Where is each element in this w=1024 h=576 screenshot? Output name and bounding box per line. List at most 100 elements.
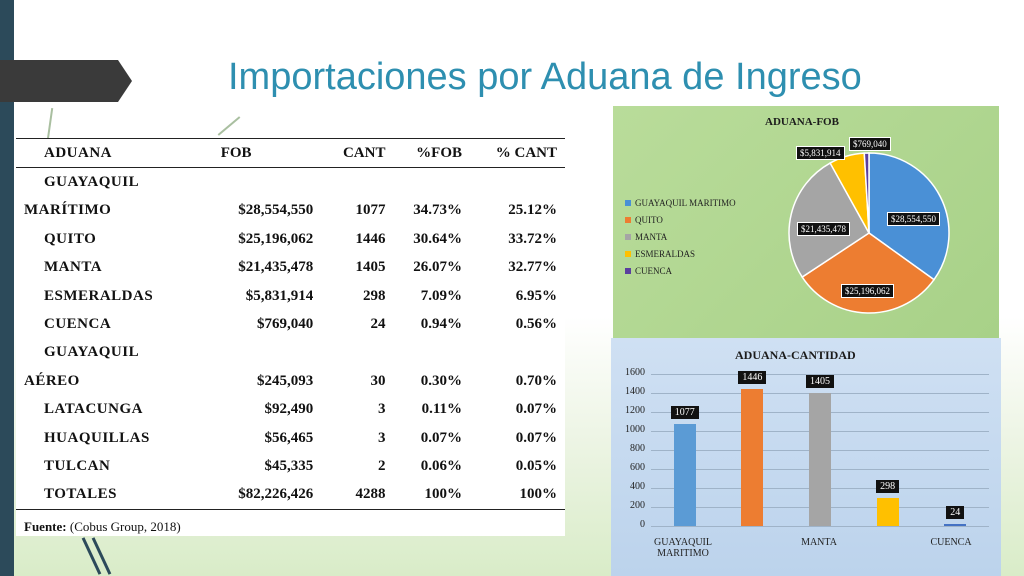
gridline — [651, 526, 989, 527]
row-pct-cant — [462, 339, 565, 367]
y-tick-label: 800 — [630, 443, 645, 454]
y-tick-label: 200 — [630, 500, 645, 511]
legend-item: ESMERALDAS — [625, 245, 736, 262]
pie-slice — [788, 162, 870, 279]
row-fob — [211, 168, 314, 197]
imports-table: ADUANA FOB CANT %FOB % CANT GUAYAQUIL MA… — [16, 137, 565, 511]
row-pct-fob: 0.06% — [420, 457, 463, 474]
title-arrow-tab — [0, 60, 132, 102]
source-label: Fuente: — [24, 519, 67, 534]
row-cant: 3 — [377, 401, 386, 418]
x-tick-label: MANTA — [769, 537, 869, 548]
row-aduana: QUITO — [44, 230, 97, 247]
row-aduana: GUAYAQUIL — [44, 174, 140, 191]
row-cant: 30 — [370, 372, 386, 389]
table-row: MARÍTIMO $28,554,550 1077 34.73% 25.12% — [16, 197, 565, 225]
table-row: QUITO $25,196,062 1446 30.64% 33.72% — [16, 225, 565, 253]
table-row-totals: TOTALES $82,226,426 4288 100% 100% — [16, 480, 565, 511]
y-tick-label: 400 — [630, 481, 645, 492]
row-pct-fob — [385, 339, 462, 367]
gridline — [651, 374, 989, 375]
legend-label: ESMERALDAS — [635, 248, 696, 259]
row-cant: 2 — [377, 457, 386, 474]
bar — [741, 388, 764, 526]
legend-swatch — [625, 233, 631, 240]
table-row: AÉREO $245,093 30 0.30% 0.70% — [16, 367, 565, 395]
legend-swatch — [625, 199, 631, 206]
decorative-line — [91, 537, 112, 575]
bar-data-label: 1446 — [738, 370, 767, 384]
table-row: GUAYAQUIL — [16, 168, 565, 197]
x-tick-label-text: MANTA — [801, 537, 837, 548]
pie-data-label: $28,554,550 — [887, 212, 940, 226]
y-tick-label: 600 — [630, 462, 645, 473]
row-pct-fob: 34.73% — [413, 202, 463, 219]
row-pct-fob: 30.64% — [413, 230, 463, 247]
header-pct-fob: %FOB — [385, 137, 463, 169]
row-cant — [313, 168, 385, 197]
row-pct-cant: 0.05% — [515, 457, 557, 474]
legend-item: QUITO — [625, 211, 736, 228]
row-pct-cant: 6.95% — [515, 287, 557, 304]
pie-data-label: $21,435,478 — [797, 222, 850, 236]
legend-item: CUENCA — [625, 262, 736, 279]
pie-slice — [863, 152, 870, 234]
table-row: CUENCA $769,040 24 0.94% 0.56% — [16, 310, 565, 338]
bar — [876, 497, 899, 526]
legend-swatch — [625, 250, 631, 257]
row-pct-fob: 0.94% — [420, 316, 463, 333]
y-tick-label: 1000 — [625, 424, 645, 435]
row-cant: 1405 — [355, 259, 386, 276]
row-pct-fob: 0.07% — [420, 429, 463, 446]
row-cant: 1077 — [355, 202, 386, 219]
header-pct-cant: % CANT — [462, 137, 565, 169]
row-pct-cant: 0.07% — [515, 401, 557, 418]
y-tick-label: 1200 — [625, 405, 645, 416]
table-row: GUAYAQUIL — [16, 339, 565, 367]
row-fob: $245,093 — [257, 372, 314, 389]
legend-label: QUITO — [635, 214, 663, 225]
row-aduana: ESMERALDAS — [44, 287, 154, 304]
y-tick-label: 1400 — [625, 386, 645, 397]
table-source: Fuente: (Cobus Group, 2018) — [24, 519, 181, 535]
pie-chart-title: ADUANA-FOB — [765, 116, 839, 128]
row-fob: $82,226,426 — [210, 480, 314, 511]
left-accent-bar — [0, 0, 14, 576]
header-fob: FOB — [210, 137, 314, 169]
decorative-line — [217, 116, 241, 136]
header-aduana: ADUANA — [16, 137, 211, 169]
row-fob: $45,335 — [264, 457, 314, 474]
row-pct-cant: 0.70% — [515, 372, 557, 389]
row-fob — [211, 339, 314, 367]
row-aduana: LATACUNGA — [44, 401, 143, 418]
legend-label: GUAYAQUIL MARITIMO — [635, 197, 736, 208]
row-pct-fob: 0.11% — [421, 401, 463, 418]
table-row: LATACUNGA $92,490 3 0.11% 0.07% — [16, 396, 565, 424]
table-row: ESMERALDAS $5,831,914 298 7.09% 6.95% — [16, 282, 565, 310]
row-aduana: TULCAN — [44, 457, 111, 474]
x-tick-label-text: CUENCA — [930, 537, 972, 548]
pie-data-label: $5,831,914 — [796, 146, 845, 160]
row-pct-fob — [385, 168, 462, 197]
decorative-line — [46, 108, 54, 140]
y-tick-label: 1600 — [625, 367, 645, 378]
bar-data-label: 24 — [946, 505, 965, 519]
row-aduana: MARÍTIMO — [24, 202, 112, 219]
bar-data-label: 1077 — [670, 405, 699, 419]
cantidad-bar-chart: ADUANA-CANTIDAD 0 200 400 600 800 1000 1200 140… — [611, 338, 1001, 576]
row-pct-fob: 7.09% — [420, 287, 463, 304]
bar — [673, 423, 696, 526]
row-cant: 298 — [362, 287, 386, 304]
pie-data-label: $769,040 — [849, 137, 891, 151]
row-fob: $21,435,478 — [238, 259, 314, 276]
row-fob: $28,554,550 — [238, 202, 314, 219]
row-pct-cant: 25.12% — [508, 202, 557, 219]
row-cant: 3 — [377, 429, 386, 446]
row-pct-fob: 0.30% — [420, 372, 463, 389]
slide-title: Importaciones por Aduana de Ingreso — [228, 56, 862, 98]
row-pct-cant: 0.07% — [515, 429, 557, 446]
row-pct-cant: 100% — [462, 480, 565, 511]
row-pct-cant: 0.56% — [515, 316, 557, 333]
row-aduana: TOTALES — [16, 480, 211, 511]
legend-item: GUAYAQUIL MARITIMO — [625, 194, 736, 211]
